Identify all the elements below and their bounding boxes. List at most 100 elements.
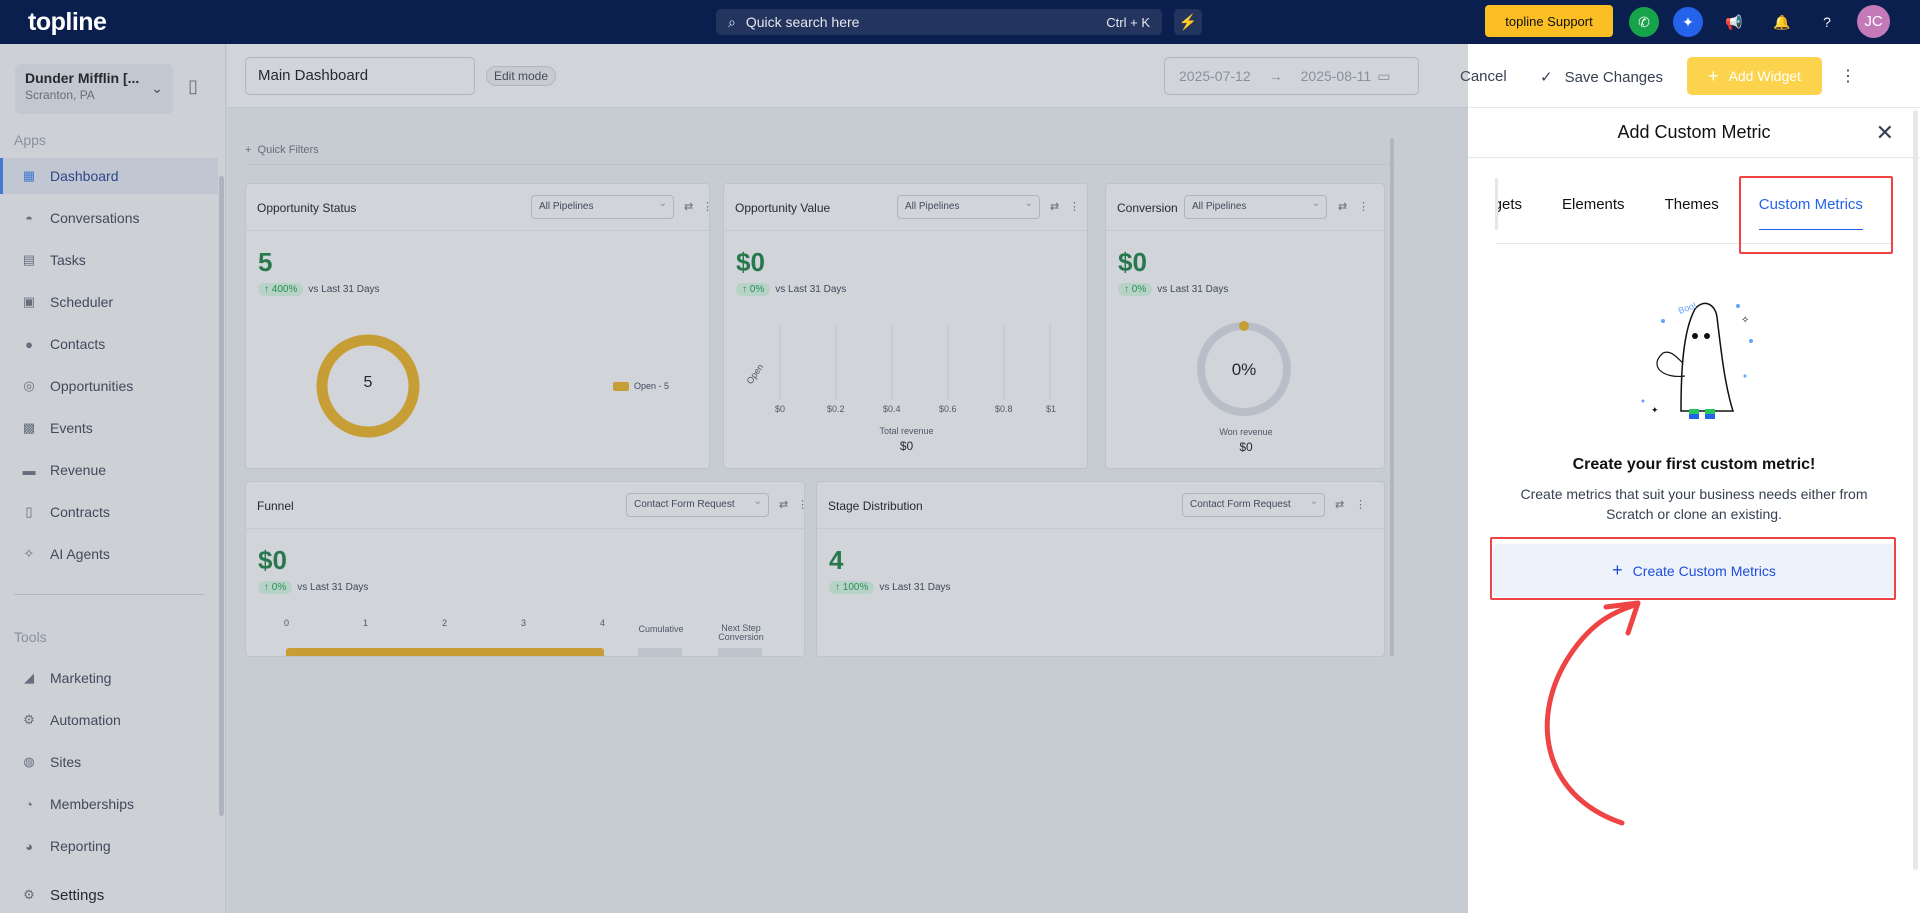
swap-icon[interactable]: ⇄ (779, 499, 789, 511)
tab-custom-metrics[interactable]: Custom Metrics (1758, 195, 1864, 230)
sidebar-item-opportunities[interactable]: ◎ Opportunities (0, 368, 218, 404)
modal-overlay[interactable] (0, 44, 1468, 913)
support-button[interactable]: topline Support (1485, 5, 1613, 37)
sidebar-item-conversations[interactable]: ◓ Conversations (0, 200, 218, 236)
cumulative-header: Cumulative (638, 624, 684, 634)
org-location: Scranton, PA (25, 88, 95, 102)
x-tick: $1 (1046, 404, 1057, 414)
megaphone-icon[interactable]: 📢 (1725, 13, 1743, 30)
tab-widgets[interactable]: idgets (1498, 195, 1523, 213)
metric-value: $0 (736, 247, 765, 277)
sidebar-item-revenue[interactable]: ▬ Revenue (0, 452, 218, 488)
sidebar-item-settings[interactable]: ⚙ Settings (0, 877, 218, 913)
tasks-icon: ▤ (22, 252, 36, 267)
close-icon[interactable]: ✕ (1875, 120, 1894, 145)
quick-filters[interactable]: + Quick Filters (245, 144, 319, 156)
swap-icon[interactable]: ⇄ (1335, 499, 1345, 511)
won-revenue-value: $0 (1239, 440, 1253, 454)
tab-themes[interactable]: Themes (1664, 195, 1719, 213)
lightning-icon[interactable]: ⚡ (1174, 9, 1202, 35)
create-custom-metrics-button[interactable]: + Create Custom Metrics (1493, 544, 1895, 597)
pie-icon: ◕ (25, 838, 33, 854)
pipeline-select[interactable]: All Pipelines (1184, 195, 1327, 219)
x-tick: $0.8 (995, 404, 1013, 414)
sidebar-item-label: Conversations (50, 210, 140, 226)
date-end: 2025-08-11 (1300, 68, 1372, 84)
metric-change: ↑ 0% vs Last 31 Days (258, 581, 368, 594)
sidebar-item-label: Events (50, 420, 93, 436)
sidebar-item-reporting[interactable]: ◕ Reporting (0, 828, 218, 864)
widget-opportunity-status[interactable]: Opportunity Status All Pipelines ⇄ ⋮ 5 ↑… (245, 183, 710, 469)
avatar[interactable]: JC (1857, 5, 1890, 38)
widget-divider (246, 528, 804, 529)
more-options-icon[interactable]: ⋮ (1358, 201, 1369, 213)
sidebar-item-scheduler[interactable]: ▣ Scheduler (0, 284, 218, 320)
events-icon: ▩ (22, 420, 36, 435)
dashboard-name-input[interactable]: Main Dashboard (245, 57, 475, 95)
legend-label: Open - 5 (634, 381, 670, 391)
save-changes-button[interactable]: ✓ Save Changes (1540, 68, 1663, 86)
sidebar-item-contacts[interactable]: ● Contacts (0, 326, 218, 362)
sidebar-item-ai-agents[interactable]: ✧ AI Agents (0, 536, 218, 572)
help-icon[interactable]: ? (1823, 14, 1831, 30)
sidebar-item-label: Opportunities (50, 378, 134, 394)
sidebar-item-tasks[interactable]: ▤ Tasks (0, 242, 218, 278)
widget-opportunity-value[interactable]: Opportunity Value All Pipelines ⇄ ⋮ $0 ↑… (723, 183, 1088, 469)
more-options-icon[interactable]: ⋮ (1355, 499, 1366, 511)
sidebar-item-sites[interactable]: ◍ Sites (0, 744, 218, 780)
apps-label: Apps (14, 132, 46, 148)
canvas-scrollbar[interactable] (1390, 138, 1394, 656)
sidebar-item-contracts[interactable]: ▯ Contracts (0, 494, 218, 530)
widget-funnel[interactable]: Funnel Contact Form Request ⇄ ⋮ $0 ↑ 0% v… (245, 481, 805, 657)
widget-stage-distribution[interactable]: Stage Distribution Contact Form Request … (816, 481, 1385, 657)
sidebar-item-label: Automation (50, 712, 121, 728)
org-switcher[interactable]: Dunder Mifflin [... Scranton, PA ⌄ (15, 64, 173, 114)
pipeline-select[interactable]: All Pipelines (897, 195, 1040, 219)
save-changes-label: Save Changes (1564, 69, 1663, 86)
total-revenue-label: Total revenue (879, 426, 934, 436)
date-range-picker[interactable]: 2025-07-12 → 2025-08-11 ▭ (1164, 57, 1419, 95)
panel-scrollbar[interactable] (1913, 110, 1918, 870)
x-tick: 4 (600, 618, 606, 628)
sidebar-item-label: Contacts (50, 336, 106, 352)
more-options-icon[interactable]: ⋮ (1840, 68, 1856, 85)
sidebar-item-dashboard[interactable]: ▦ Dashboard (0, 158, 218, 194)
more-options-icon[interactable]: ⋮ (1069, 201, 1080, 213)
cumulative-cell (638, 648, 682, 656)
add-widget-button[interactable]: + Add Widget (1687, 57, 1822, 95)
sidebar-item-label: Sites (50, 754, 82, 770)
quick-search[interactable]: ⌕ Quick search here Ctrl + K (716, 9, 1162, 35)
logo[interactable]: topline (28, 8, 107, 36)
bell-icon[interactable]: 🔔 (1773, 13, 1791, 30)
pipeline-select[interactable]: All Pipelines (531, 195, 674, 219)
metric-value: $0 (258, 545, 287, 575)
sidebar-scrollbar[interactable] (219, 176, 224, 816)
gauge-value: 0% (1231, 360, 1257, 379)
sidebar-item-events[interactable]: ▩ Events (0, 410, 218, 446)
donut-value: 5 (363, 374, 373, 391)
more-options-icon[interactable]: ⋮ (702, 200, 709, 213)
more-options-icon[interactable]: ⋮ (797, 498, 804, 511)
swap-icon[interactable]: ⇄ (1338, 201, 1348, 213)
x-tick: $0.4 (883, 404, 901, 414)
sidebar-item-automation[interactable]: ⚙ Automation (0, 702, 218, 738)
sidebar-item-marketing[interactable]: ◢ Marketing (0, 660, 218, 696)
pipeline-select[interactable]: Contact Form Request (1182, 493, 1325, 517)
calendar-icon: ▣ (22, 294, 36, 309)
svg-text:✦: ✦ (1651, 406, 1659, 416)
swap-icon[interactable]: ⇄ (684, 201, 694, 213)
x-tick: 3 (521, 618, 527, 628)
sparkle-icon[interactable]: ✦ (1673, 7, 1703, 37)
gauge-chart (1197, 321, 1291, 416)
widget-divider (724, 230, 1087, 231)
phone-icon[interactable]: ✆ (1629, 7, 1659, 37)
pipeline-select[interactable]: Contact Form Request (626, 493, 769, 517)
dashboard-icon: ▦ (22, 168, 36, 183)
tab-elements[interactable]: Elements (1562, 195, 1625, 213)
sidebar-item-memberships[interactable]: ◔ Memberships (0, 786, 218, 822)
search-icon: ⌕ (728, 13, 736, 30)
widget-conversion[interactable]: Conversion All Pipelines ⇄ ⋮ $0 ↑ 0% vs L… (1105, 183, 1385, 469)
sidebar-toggle-icon[interactable]: ▯ (188, 76, 198, 96)
swap-icon[interactable]: ⇄ (1050, 201, 1060, 213)
cancel-button[interactable]: Cancel (1460, 68, 1507, 85)
